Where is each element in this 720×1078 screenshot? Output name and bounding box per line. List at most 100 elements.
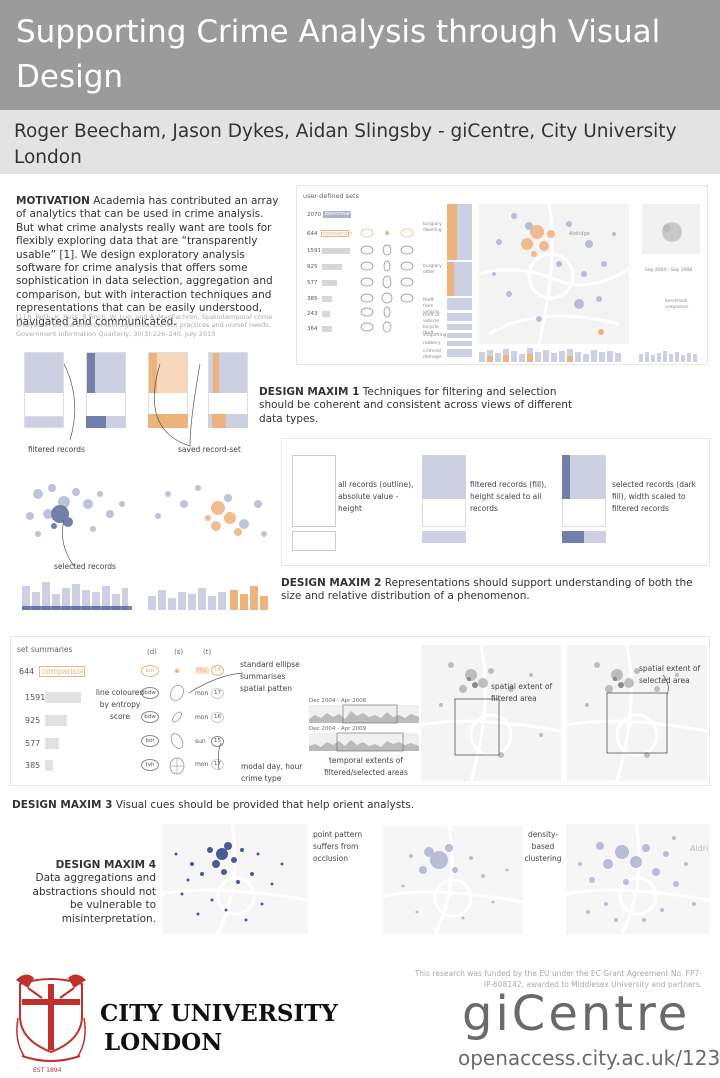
set-bar [322, 248, 350, 254]
category-label: robbery [423, 341, 441, 346]
map-place-label: Aldri [690, 844, 709, 853]
annotation-modal: modal day, hour crime type [241, 762, 303, 783]
maxim2-text: Representations should support understan… [281, 577, 693, 603]
legend-benchmark: benchmark [665, 298, 688, 303]
set-count-bar [45, 738, 59, 749]
crest-est-date: EST 1894 [33, 1067, 62, 1074]
temporal-chart-selected [309, 732, 419, 752]
outline-bar-small [292, 531, 336, 551]
t-day: thu [195, 667, 209, 674]
category-bar [447, 349, 472, 357]
crime-map [478, 203, 630, 345]
annotation-spatial-filtered: spatial extent of filtered area [491, 682, 553, 703]
date-range-label: Dec 2004 - Apr 2008 [309, 698, 367, 704]
map-selected-area [566, 644, 708, 782]
t-hour: 16 [211, 665, 224, 676]
d-glyph: tvh [141, 759, 159, 771]
city-university-line1: CITY UNIVERSITY [100, 1000, 338, 1027]
maxim1-block: DESIGN MAXIM 1 Techniques for filtering … [259, 386, 589, 426]
maxim4-heading: DESIGN MAXIM 4 [55, 859, 156, 871]
category-bar [447, 341, 472, 346]
column-header-t: (t) [203, 648, 212, 656]
annotation-temporal-extents: temporal extents of filtered/selected ar… [324, 756, 408, 777]
t-hour: 17 [211, 759, 224, 770]
column-header-s: (s) [174, 648, 184, 656]
d-glyph: bot [141, 735, 159, 747]
d-glyph: bdw [141, 711, 159, 723]
maxim1-heading: DESIGN MAXIM 1 [259, 386, 360, 398]
set-count: 925 [25, 716, 41, 725]
set-row-label: 385 [307, 296, 318, 302]
date-range-label: Sep 2004 - Sep 2008 [645, 268, 693, 273]
aggregated-map [565, 823, 711, 935]
set-row-label: 644 [307, 231, 318, 237]
category-bar-comparison [447, 204, 457, 260]
map-place-label: Aldridge [569, 231, 590, 237]
t-day: mon [195, 714, 209, 721]
category-label: bicycle theft [423, 325, 439, 336]
maxim3-heading: DESIGN MAXIM 3 [12, 799, 113, 811]
d-glyph: bdw [141, 687, 159, 699]
software-screenshot: user-defined sets 2070 benchmark 644 com… [296, 185, 708, 365]
motivation-text: Academia has contributed an array of ana… [16, 195, 279, 328]
annotation-density-clustering: density-based clustering [524, 830, 562, 863]
category-label: shoplifting [423, 333, 447, 338]
maxim4-block: DESIGN MAXIM 4 Data aggregations and abs… [30, 859, 156, 926]
motivation-block: MOTIVATION Academia has contributed an a… [16, 195, 284, 329]
set-bar [322, 280, 337, 286]
annotation-filtered-records: filtered records [28, 445, 85, 454]
annotation-spatial-selected: spatial extent of selected area [639, 664, 701, 685]
maxim3-block: DESIGN MAXIM 3 Visual cues should be pro… [12, 799, 512, 812]
t-hour: 15 [211, 736, 224, 747]
maxim1-point-maps [22, 484, 268, 610]
set-count: 385 [25, 761, 41, 770]
annotation-saved-record-set: saved record-set [178, 445, 241, 454]
comparison-chip: comparison [321, 230, 353, 237]
category-bar [447, 313, 472, 321]
annotation-all-records: all records (outline), absolute value - … [338, 480, 414, 513]
maxim2-heading: DESIGN MAXIM 2 [281, 577, 382, 589]
set-count-bar [45, 760, 53, 771]
annotation-selected-dark: selected records (dark fill), width scal… [612, 480, 697, 513]
motivation-heading: MOTIVATION [16, 195, 90, 207]
set-count-bar [45, 715, 67, 726]
sets-title: user-defined sets [303, 192, 359, 200]
set-count-bar [45, 692, 81, 703]
annotation-selected-records: selected records [54, 562, 116, 571]
maxim2-panel: all records (outline), absolute value - … [281, 438, 710, 566]
set-row-label: 2070 [307, 212, 321, 218]
density-cluster-map [382, 825, 524, 935]
temporal-histogram [479, 348, 697, 362]
set-bar [322, 296, 332, 302]
category-label: burglary dwelling [423, 222, 442, 233]
bar-combined-small [208, 414, 248, 428]
comparison-count: 644 [19, 667, 35, 676]
t-hour: 17 [211, 688, 224, 699]
gicentre-logo: giCentre [462, 986, 691, 1042]
set-count: 1591 [25, 693, 46, 702]
point-pattern-map [161, 823, 309, 935]
outline-bar [292, 455, 336, 527]
maxim1-annotation-lines [63, 363, 201, 447]
set-summaries-title: set summaries [17, 645, 73, 654]
poster-authors: Roger Beecham, Jason Dykes, Aidan Slings… [14, 121, 677, 168]
title-bar [0, 0, 720, 110]
category-bar [447, 333, 472, 338]
set-row-label: 364 [307, 326, 318, 332]
set-row-label: 243 [307, 311, 318, 317]
bar-combined [208, 352, 248, 428]
category-bar [447, 324, 472, 330]
annotation-point-pattern: point pattern suffers from occlusion [313, 830, 363, 863]
t-day: mon [195, 761, 209, 768]
fill-bar-small [422, 531, 466, 543]
category-label: criminal damage [423, 349, 442, 360]
category-label: burglary other [423, 264, 442, 275]
category-bar [447, 298, 472, 310]
t-day: mon [195, 690, 209, 697]
funding-statement: This research was funded by the EU under… [414, 969, 702, 989]
fill-bar-outline [422, 499, 466, 527]
column-header-d: (d) [147, 648, 157, 656]
category-label: theft from vehicle [423, 298, 440, 315]
comparison-chip: comparison [39, 666, 86, 677]
category-bar-comparison [447, 262, 454, 296]
